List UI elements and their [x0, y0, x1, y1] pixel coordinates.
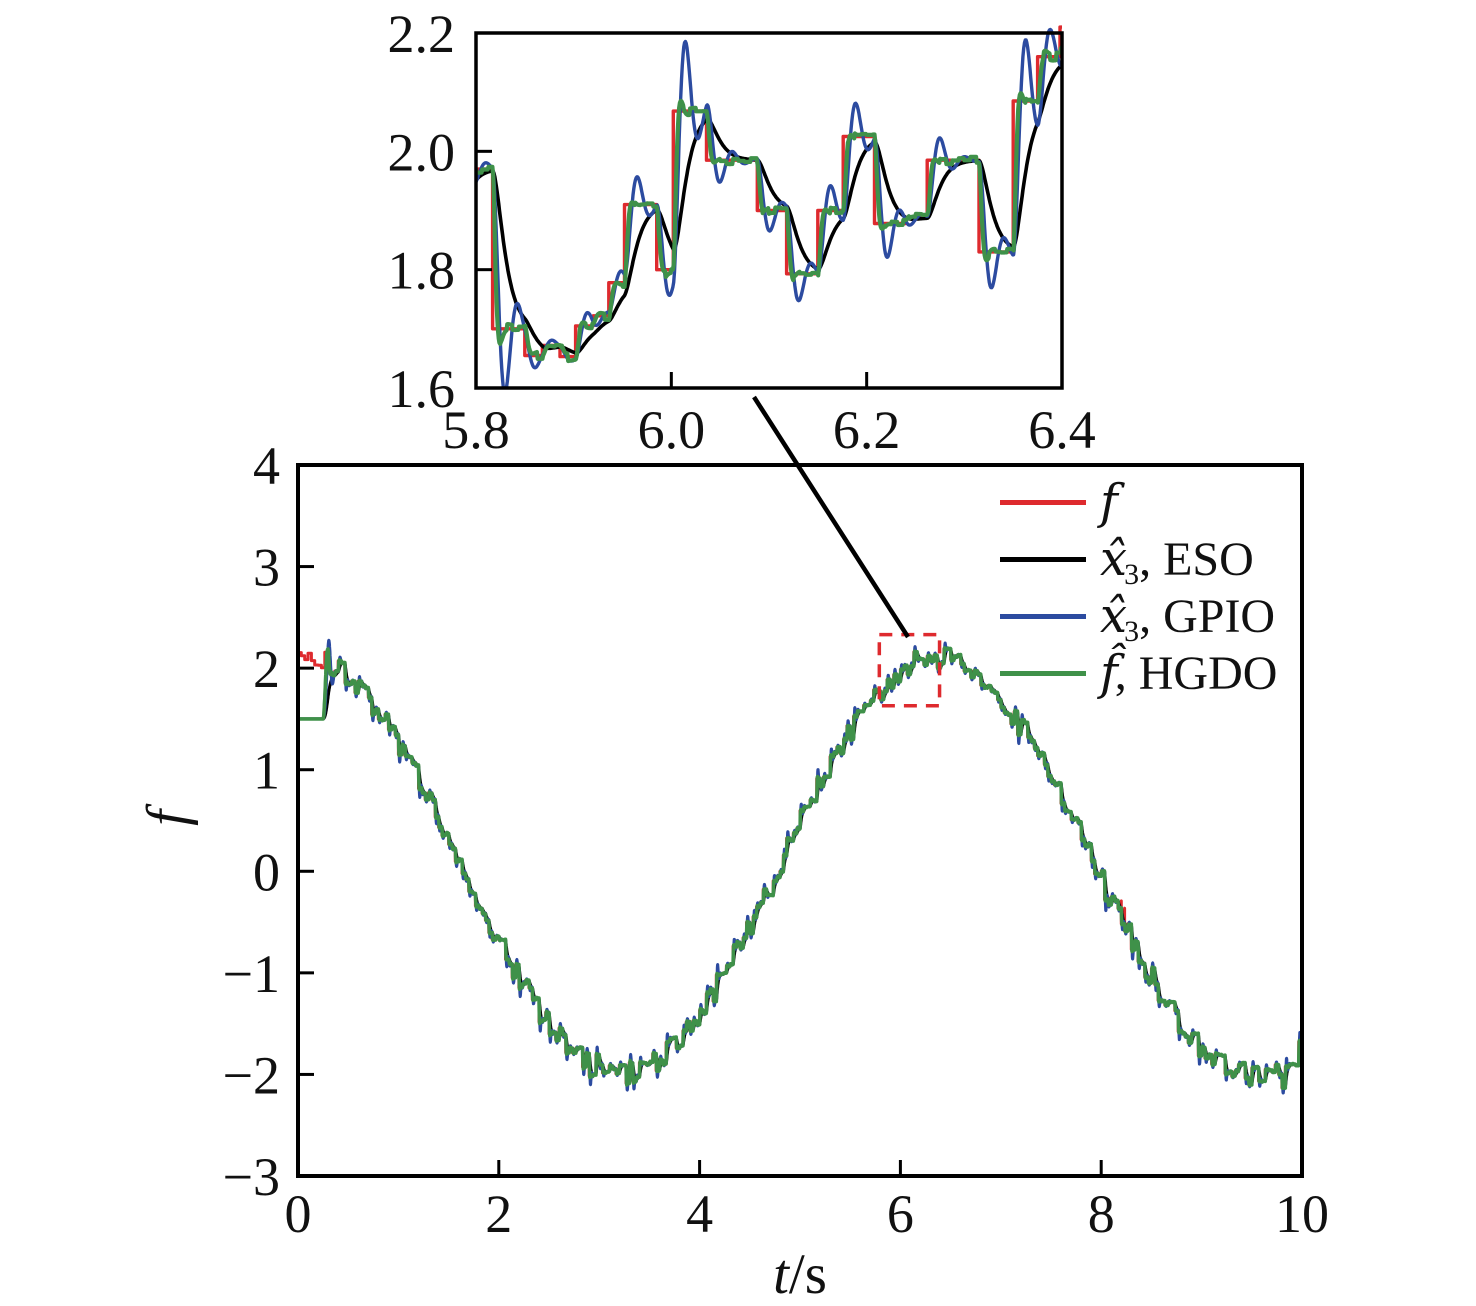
legend-item-f: f [1000, 474, 1277, 531]
curve-f-inset [476, 25, 1062, 359]
legend-label-f: f [1100, 474, 1118, 530]
inset-plot-x-tick-label: 6.4 [1028, 400, 1096, 460]
inset-x-ticks: 5.8 6.0 6.2 6.4 [442, 372, 1096, 460]
inset-curves [476, 25, 1062, 388]
main-x-axis-label: t/s [773, 1243, 827, 1306]
legend-item-eso: x̂3, ESO [1000, 531, 1277, 591]
main-plot-x-tick-label: 2 [485, 1184, 512, 1244]
main-plot-y-tick-label: −3 [223, 1147, 280, 1207]
main-plot-x-tick-label: 0 [285, 1184, 312, 1244]
inset-plot-x-tick-label: 5.8 [442, 400, 510, 460]
legend-line-eso [1000, 557, 1086, 562]
main-y-axis-label: f [136, 803, 199, 826]
legend-line-gpio [1000, 614, 1086, 619]
main-plot-y-tick-label: 3 [253, 538, 280, 598]
inset-plot-y-tick-label: 2.0 [388, 122, 456, 182]
curve-f-main [298, 647, 1302, 1090]
main-x-ticks: 0 2 4 6 8 10 [285, 1160, 1329, 1244]
main-plot-y-tick-label: 0 [253, 842, 280, 902]
main-plot-y-tick-label: 4 [253, 436, 280, 496]
main-plot-y-tick-label: 1 [253, 741, 280, 801]
inset-plot-y-tick-label: 2.2 [388, 4, 456, 64]
zoom-region-box [877, 632, 942, 708]
curve-eso-inset [476, 59, 1062, 355]
main-plot-y-tick-label: 2 [253, 639, 280, 699]
main-plot-y-tick-label: −2 [223, 1045, 280, 1105]
main-plot-x-tick-label: 8 [1088, 1184, 1115, 1244]
inset-plot: 5.8 6.0 6.2 6.4 2.2 2.0 1.8 1.6 [388, 4, 1096, 460]
legend-item-hgdo: f̂, HGDO [1000, 645, 1277, 702]
legend-label-hgdo: f̂, HGDO [1100, 645, 1278, 701]
inset-connector-line [752, 395, 910, 639]
main-plot-x-tick-label: 10 [1275, 1184, 1329, 1244]
legend: f x̂3, ESO x̂3, GPIO f̂, HGDO [1000, 474, 1277, 702]
inset-plot-x-tick-label: 6.2 [833, 400, 901, 460]
curve-gpio-main [298, 638, 1302, 1095]
inset-plot-y-tick-label: 1.8 [388, 241, 456, 301]
inset-plot-x-tick-label: 6.0 [638, 400, 706, 460]
main-plot-y-tick-label: −1 [223, 944, 280, 1004]
curve-eso-main [298, 647, 1302, 1089]
curve-hgdo-inset [476, 35, 1062, 364]
legend-line-f [1000, 500, 1086, 505]
main-curves [298, 638, 1302, 1095]
main-plot-x-tick-label: 6 [887, 1184, 914, 1244]
legend-label-eso: x̂3, ESO [1100, 531, 1254, 591]
curve-gpio-inset [476, 27, 1062, 388]
inset-plot-frame [474, 31, 1064, 390]
inset-y-ticks: 2.2 2.0 1.8 1.6 [388, 4, 492, 419]
curve-hgdo-main [298, 646, 1302, 1090]
main-y-ticks: 4 3 2 1 0 −1 −2 −3 [223, 436, 314, 1207]
main-plot-x-tick-label: 4 [686, 1184, 713, 1244]
legend-label-gpio: x̂3, GPIO [1100, 588, 1276, 648]
legend-line-hgdo [1000, 671, 1086, 676]
inset-plot-y-tick-label: 1.6 [388, 359, 456, 419]
legend-item-gpio: x̂3, GPIO [1000, 588, 1277, 648]
